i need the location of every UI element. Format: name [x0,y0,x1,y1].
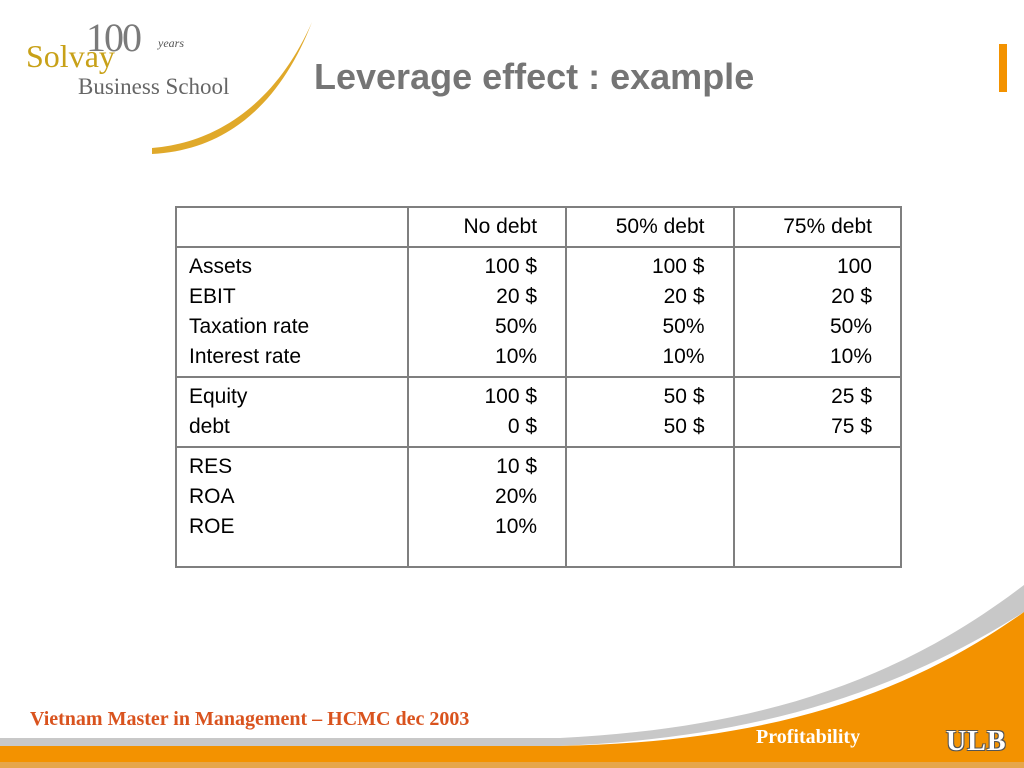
row-label: Assets [189,255,253,278]
table-value: 20% [495,485,538,508]
table-value: 10% [495,515,538,538]
table-row-inputs: Assets EBIT Taxation rate Interest rate … [175,246,902,378]
corner-accent-bar [999,44,1007,92]
table-header-row: No debt 50% debt 75% debt [175,206,902,248]
table-value: 20 $ [663,285,705,308]
ulb-logo: ULB [946,726,1007,757]
table-value: 10 $ [496,455,538,478]
table-value: 50 $ [663,385,705,408]
table-value: 100 $ [484,385,538,408]
value-cell-no-debt: 10 $ 20% 10% [406,446,568,568]
table-row-results: RES ROA ROE 10 $ 20% 10% [175,446,902,568]
value-cell-50-debt-empty [565,446,735,568]
logo-years: years [158,36,184,50]
header-no-debt: No debt [406,206,568,248]
table-value: 50% [495,315,538,338]
table-value: 100 $ [484,255,538,278]
table-value: 0 $ [507,415,538,438]
header-50-debt: 50% debt [565,206,735,248]
table-value: 20 $ [496,285,538,308]
table-row-structure: Equity debt 100 $ 0 $ 50 $ 50 $ 25 $ 75 … [175,376,902,448]
labels-cell: Equity debt [175,376,409,448]
row-label: debt [189,415,230,438]
value-cell-75-debt: 100 20 $ 50% 10% [732,246,902,378]
logo-hundred: 100 [86,15,142,60]
row-label: Equity [189,385,248,408]
table-value: 25 $ [831,385,872,408]
table-value: 50 $ [663,415,705,438]
leverage-table: No debt 50% debt 75% debt Assets EBIT Ta… [175,206,902,568]
labels-cell: RES ROA ROE [175,446,409,568]
row-label: EBIT [189,285,236,308]
value-cell-75-debt-empty [732,446,902,568]
table-value: 75 $ [831,415,872,438]
value-cell-no-debt: 100 $ 20 $ 50% 10% [406,246,568,378]
section-label: Profitability [756,726,861,748]
header-cell-empty [175,206,409,248]
table-value: 50% [662,315,705,338]
footer-event-text: Vietnam Master in Management – HCMC dec … [30,708,470,730]
logo-swoosh-icon [152,22,312,154]
value-cell-50-debt: 100 $ 20 $ 50% 10% [565,246,735,378]
slide-title: Leverage effect : example [314,56,755,97]
table-value: 20 $ [831,285,872,308]
table-value: 10% [829,345,872,368]
row-label: Interest rate [189,345,302,368]
logo-solvay: Solvay [26,38,115,74]
value-cell-50-debt: 50 $ 50 $ [565,376,735,448]
table-value: 10% [495,345,538,368]
table-value: 100 $ [651,255,705,278]
row-label: ROE [189,515,235,538]
value-cell-75-debt: 25 $ 75 $ [732,376,902,448]
table-value: 50% [829,315,872,338]
header-75-debt: 75% debt [732,206,902,248]
value-cell-no-debt: 100 $ 0 $ [406,376,568,448]
row-label: ROA [189,485,235,508]
row-label: Taxation rate [189,315,310,338]
labels-cell: Assets EBIT Taxation rate Interest rate [175,246,409,378]
table-value: 10% [662,345,705,368]
solvay-logo: 100 years Solvay Business School [0,0,320,165]
table-value: 100 [836,255,872,278]
row-label: RES [189,455,233,478]
logo-business-school: Business School [78,74,230,99]
